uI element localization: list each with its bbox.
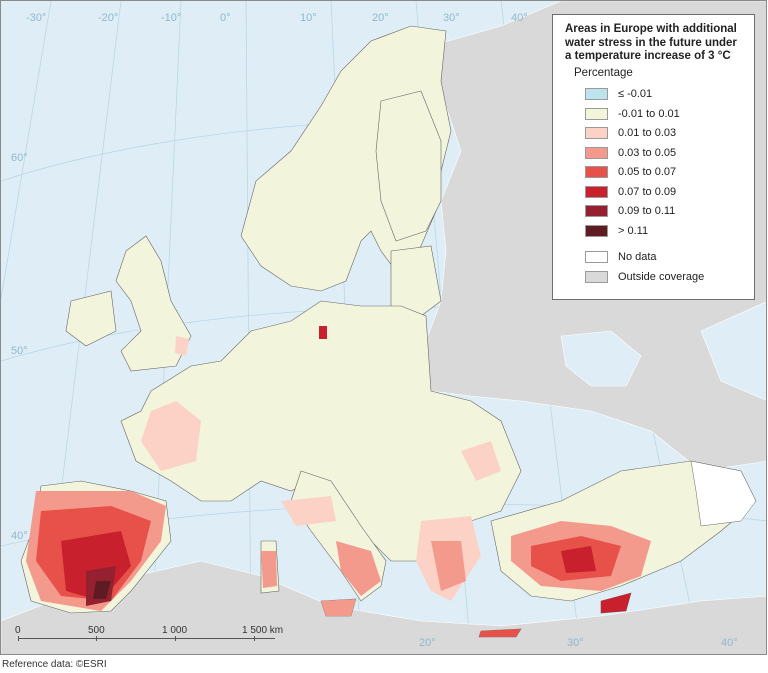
legend-item: ≤ -0.01 <box>585 85 744 105</box>
legend-item: 0.03 to 0.05 <box>585 143 744 163</box>
scale-tick <box>96 636 97 641</box>
scale-label: 0 <box>15 625 21 636</box>
legend-swatch <box>585 127 608 140</box>
svg-text:40°: 40° <box>721 637 738 649</box>
svg-text:20°: 20° <box>419 637 436 649</box>
scale-label: 500 <box>88 625 105 636</box>
legend-item: 0.05 to 0.07 <box>585 163 744 183</box>
legend-swatch <box>585 224 608 237</box>
legend-item: 0.09 to 0.11 <box>585 202 744 222</box>
svg-text:-30°: -30° <box>26 12 46 24</box>
legend-swatch <box>585 185 608 198</box>
svg-text:50°: 50° <box>11 345 28 357</box>
legend-swatch <box>585 166 608 179</box>
legend-item: 0.07 to 0.09 <box>585 182 744 202</box>
scale-bar: 0 500 1 000 1 500 km <box>13 625 303 649</box>
legend-item: > 0.11 <box>585 221 744 241</box>
scale-label: 1 500 km <box>242 625 284 636</box>
legend-swatch <box>585 270 608 283</box>
legend: Areas in Europe with additional water st… <box>552 14 755 300</box>
legend-swatch <box>585 146 608 159</box>
legend-item: -0.01 to 0.01 <box>585 104 744 124</box>
map-frame: -30° -20° -10° 0° 10° 20° 30° 40° 20° 30… <box>0 0 767 655</box>
graticule-labels: -30° -20° -10° 0° 10° 20° 30° 40° 20° 30… <box>11 12 738 649</box>
reference-credit: Reference data: ©ESRI <box>2 659 107 670</box>
scale-tick <box>175 636 176 641</box>
svg-text:-20°: -20° <box>98 12 118 24</box>
svg-text:20°: 20° <box>372 12 389 24</box>
legend-swatch <box>585 205 608 218</box>
legend-label: 0.01 to 0.03 <box>618 127 677 140</box>
legend-label: Outside coverage <box>618 270 705 283</box>
legend-label: 0.09 to 0.11 <box>618 205 676 218</box>
scale-line <box>18 638 275 639</box>
svg-text:40°: 40° <box>511 12 528 24</box>
svg-text:-10°: -10° <box>161 12 181 24</box>
legend-item: No data <box>585 248 744 268</box>
svg-text:30°: 30° <box>567 637 584 649</box>
legend-label: 0.07 to 0.09 <box>618 185 677 198</box>
svg-text:10°: 10° <box>300 12 317 24</box>
no-data-area <box>690 460 757 527</box>
legend-label: -0.01 to 0.01 <box>618 107 680 120</box>
scale-tick <box>254 636 255 641</box>
svg-text:30°: 30° <box>443 12 460 24</box>
water-stress-patches <box>26 326 651 637</box>
legend-label: 0.05 to 0.07 <box>618 166 677 179</box>
legend-swatch <box>585 88 608 101</box>
svg-text:60°: 60° <box>11 152 28 164</box>
legend-label: No data <box>618 251 657 264</box>
legend-title: Areas in Europe with additional water st… <box>565 23 737 62</box>
svg-text:40°: 40° <box>11 530 28 542</box>
legend-label: 0.03 to 0.05 <box>618 146 677 159</box>
legend-gap <box>565 241 744 248</box>
legend-swatch <box>585 251 608 264</box>
scale-label: 1 000 <box>162 625 188 636</box>
legend-item: 0.01 to 0.03 <box>585 124 744 144</box>
legend-label: > 0.11 <box>618 224 649 237</box>
legend-swatch <box>585 107 608 120</box>
legend-label: ≤ -0.01 <box>618 88 653 101</box>
svg-text:0°: 0° <box>220 12 231 24</box>
scale-tick <box>18 636 19 641</box>
legend-item: Outside coverage <box>585 267 744 287</box>
legend-subtitle: Percentage <box>574 66 633 79</box>
